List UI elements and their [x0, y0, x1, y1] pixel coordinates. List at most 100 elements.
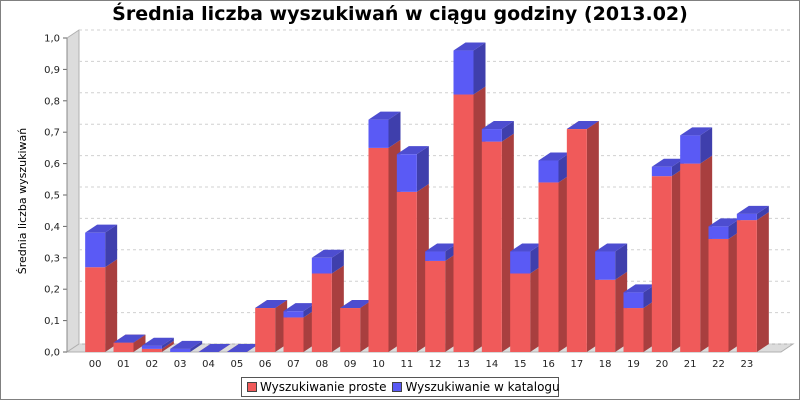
- bar-1-13-top: [453, 42, 486, 51]
- y-tick-label: 0,8: [44, 96, 60, 107]
- bar-1-01-top: [113, 334, 146, 343]
- x-tick-label: 00: [89, 359, 102, 370]
- bar-0-17: [566, 129, 587, 352]
- x-tick-label: 21: [684, 359, 697, 370]
- bar-1-06-top: [255, 300, 288, 309]
- bar-1-02: [141, 345, 162, 349]
- x-tick-label: 23: [740, 359, 753, 370]
- bar-1-20: [651, 166, 672, 177]
- bar-0-01-side: [133, 334, 146, 352]
- bar-0-13: [453, 94, 474, 353]
- bar-1-15: [510, 251, 531, 274]
- bar-0-14: [481, 141, 502, 352]
- bar-1-18-side: [615, 243, 628, 280]
- bar-1-14-top: [481, 121, 514, 130]
- bar-0-23-side: [756, 212, 769, 352]
- bar-1-22-top: [708, 218, 741, 227]
- x-tick-label: 07: [287, 359, 300, 370]
- bar-1-22: [708, 226, 729, 239]
- bar-1-10-top: [368, 111, 401, 120]
- bar-0-19: [623, 308, 644, 352]
- bar-1-16-top: [538, 152, 571, 161]
- bar-0-20: [651, 176, 672, 352]
- bar-1-08-side: [331, 249, 344, 274]
- x-tick-label: 19: [627, 359, 640, 370]
- bar-1-02-top: [141, 337, 174, 346]
- bar-0-23: [736, 220, 757, 352]
- bar-0-11: [396, 191, 417, 352]
- bar-0-15: [510, 273, 531, 352]
- bar-1-12-top: [425, 243, 458, 252]
- bar-1-21: [680, 135, 701, 164]
- y-tick-label: 0,7: [44, 128, 60, 139]
- legend-item-catalog-search: Wyszukiwanie w katalogu: [392, 380, 560, 394]
- legend-label-simple-search: Wyszukiwanie proste: [260, 380, 387, 394]
- x-tick-label: 14: [485, 359, 498, 370]
- bar-0-12: [425, 260, 446, 352]
- y-tick-label: 0,5: [44, 191, 60, 202]
- bar-1-10: [368, 119, 389, 148]
- x-tick-label: 03: [174, 359, 187, 370]
- x-tick-label: 06: [259, 359, 272, 370]
- x-tick-label: 17: [570, 359, 583, 370]
- x-tick-label: 20: [655, 359, 668, 370]
- y-tick-label: 1,0: [44, 34, 60, 45]
- legend-item-simple-search: Wyszukiwanie proste: [247, 380, 386, 394]
- y-tick-label: 0,1: [44, 316, 60, 327]
- bar-0-06: [255, 308, 276, 352]
- bar-1-21-top: [680, 127, 713, 136]
- y-tick-label: 0,0: [44, 348, 60, 359]
- legend-label-catalog-search: Wyszukiwanie w katalogu: [405, 380, 560, 394]
- bar-1-07: [283, 311, 304, 318]
- bar-1-14: [481, 129, 502, 142]
- bar-0-07: [283, 317, 304, 352]
- x-tick-label: 02: [145, 359, 158, 370]
- bar-1-13: [453, 50, 474, 95]
- bar-1-19: [623, 292, 644, 309]
- bar-0-09: [340, 308, 361, 352]
- bar-0-18: [595, 279, 616, 352]
- bar-1-03-top: [170, 340, 203, 349]
- bar-0-08: [311, 273, 332, 352]
- bar-1-19-top: [623, 284, 656, 293]
- bar-1-23-side: [756, 205, 769, 221]
- bar-1-12: [425, 251, 446, 261]
- x-tick-label: 01: [117, 359, 130, 370]
- bar-1-23: [736, 213, 757, 221]
- bar-1-23-top: [736, 205, 769, 214]
- bar-0-00-side: [105, 259, 118, 352]
- bar-0-21: [680, 163, 701, 352]
- bar-1-21-side: [700, 127, 713, 164]
- bar-1-05-top: [226, 344, 259, 352]
- bar-1-15-top: [510, 243, 543, 252]
- y-tick-label: 0,4: [44, 222, 60, 233]
- y-tick-label: 0,3: [44, 253, 60, 264]
- x-tick-label: 16: [542, 359, 555, 370]
- bar-1-03: [170, 348, 191, 352]
- bar-1-07-top: [283, 303, 316, 312]
- bar-0-16: [538, 182, 559, 352]
- bar-1-00-top: [85, 224, 118, 233]
- bar-1-16: [538, 160, 559, 183]
- bar-1-11-side: [416, 146, 429, 192]
- bar-1-11-top: [396, 146, 429, 155]
- x-tick-label: 13: [457, 359, 470, 370]
- legend: Wyszukiwanie proste Wyszukiwanie w katal…: [241, 377, 560, 397]
- bar-0-22: [708, 238, 729, 352]
- bar-1-13-side: [473, 42, 486, 95]
- x-tick-label: 22: [712, 359, 725, 370]
- legend-swatch-catalog-search: [392, 382, 403, 392]
- bar-0-10: [368, 147, 389, 352]
- bar-1-18-top: [595, 243, 628, 252]
- chart-title: Średnia liczba wyszukiwań w ciągu godzin…: [112, 3, 688, 25]
- x-tick-label: 10: [372, 359, 385, 370]
- x-tick-label: 09: [344, 359, 357, 370]
- bar-1-17-top: [566, 121, 599, 130]
- bar-1-02-side: [161, 337, 174, 349]
- bar-0-02: [141, 348, 162, 352]
- bar-1-03-side: [190, 340, 203, 352]
- bar-1-08-top: [311, 249, 344, 258]
- x-tick-label: 05: [230, 359, 243, 370]
